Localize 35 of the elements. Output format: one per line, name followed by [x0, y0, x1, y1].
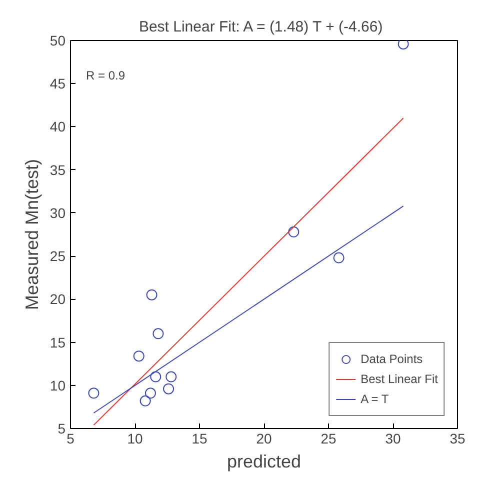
chart-title: Best Linear Fit: A = (1.48) T + (-4.66) — [138, 18, 383, 36]
y-tick-label: 25 — [50, 248, 66, 264]
point — [333, 252, 344, 264]
legend-label: A = T — [360, 392, 389, 406]
point — [146, 289, 158, 300]
point — [133, 350, 144, 362]
point — [88, 388, 100, 399]
y-tick-label: 20 — [50, 291, 66, 308]
y-tick-label: 30 — [50, 204, 66, 221]
y-tick-label: 5 — [58, 420, 66, 436]
y-axis-title: Measured Mn(test) — [22, 158, 42, 310]
x-tick-label: 25 — [320, 430, 336, 446]
x-axis-title: predicted — [226, 452, 302, 472]
point — [152, 328, 164, 340]
x-tick-label: 15 — [192, 430, 208, 446]
y-tick-label: 10 — [50, 377, 66, 394]
x-tick-label: 10 — [127, 430, 143, 446]
point — [166, 371, 177, 382]
point — [144, 388, 156, 399]
point — [398, 40, 409, 50]
point — [288, 226, 300, 238]
x-tick-label: 30 — [385, 430, 401, 446]
point — [163, 383, 174, 394]
y-tick-label: 15 — [50, 334, 66, 350]
point — [150, 371, 162, 382]
point — [140, 395, 151, 406]
legend-label: Data Points — [360, 352, 423, 366]
y-tick-label: 45 — [50, 76, 66, 92]
y-tick-label: 40 — [50, 118, 66, 135]
y-tick-label: 50 — [50, 32, 66, 48]
annotation: R = 0.9 — [86, 68, 126, 82]
legend-label: Best Linear Fit — [360, 372, 438, 386]
x-tick-label: 20 — [256, 430, 272, 446]
y-tick-label: 35 — [50, 162, 66, 178]
x-tick-label: 35 — [450, 430, 466, 446]
